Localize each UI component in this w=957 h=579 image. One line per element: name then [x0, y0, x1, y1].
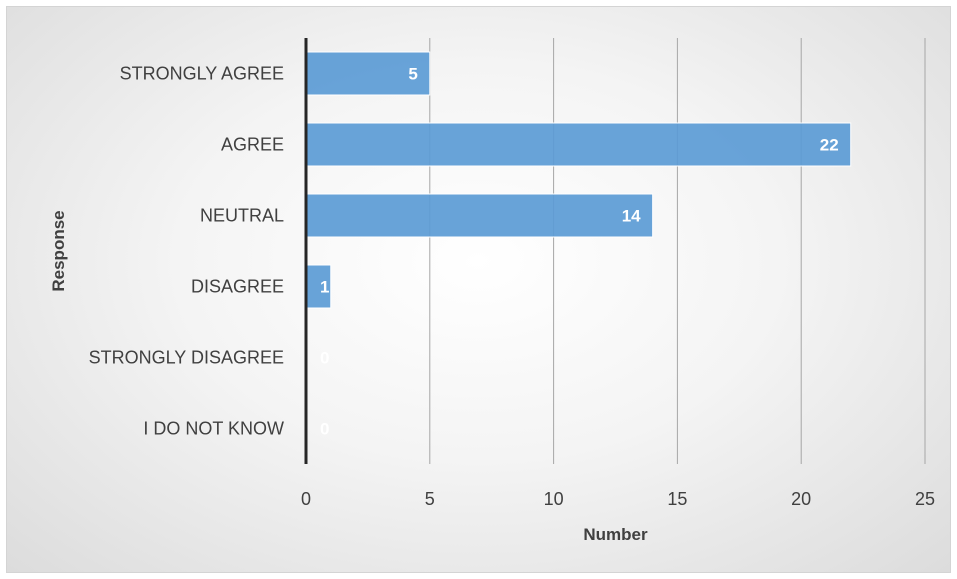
- chart-frame: [6, 6, 951, 573]
- x-tick-label-25: 25: [915, 489, 935, 509]
- y-axis-title: Response: [49, 210, 68, 291]
- category-label-agree: AGREE: [221, 135, 284, 155]
- x-tick-labels: 0 5 10 15 20 25: [301, 489, 935, 509]
- x-axis-title: Number: [583, 525, 648, 544]
- x-tick-label-15: 15: [667, 489, 687, 509]
- category-label-strongly-disagree: STRONGLY DISAGREE: [89, 348, 284, 368]
- category-label-i-do-not-know: I DO NOT KNOW: [143, 419, 284, 439]
- bar-agree: [305, 122, 852, 167]
- category-label-disagree: DISAGREE: [191, 277, 284, 297]
- data-label-disagree: 1: [320, 278, 329, 297]
- data-labels: 5 22 14 1 0 0: [320, 65, 839, 439]
- data-label-agree: 22: [820, 136, 839, 155]
- bars: [305, 51, 852, 309]
- data-label-neutral: 14: [622, 207, 641, 226]
- x-tick-label-20: 20: [791, 489, 811, 509]
- x-tick-label-5: 5: [425, 489, 435, 509]
- bar-neutral: [305, 193, 654, 238]
- x-tick-label-0: 0: [301, 489, 311, 509]
- bar-disagree: [305, 264, 332, 309]
- gridlines: [429, 38, 926, 464]
- data-label-i-do-not-know: 0: [320, 420, 329, 439]
- x-tick-label-10: 10: [544, 489, 564, 509]
- category-label-strongly-agree: STRONGLY AGREE: [120, 64, 284, 84]
- category-label-neutral: NEUTRAL: [200, 206, 284, 226]
- category-labels: STRONGLY AGREE AGREE NEUTRAL DISAGREE STRONG…: [89, 64, 284, 439]
- data-label-strongly-disagree: 0: [320, 349, 329, 368]
- data-label-strongly-agree: 5: [408, 65, 417, 84]
